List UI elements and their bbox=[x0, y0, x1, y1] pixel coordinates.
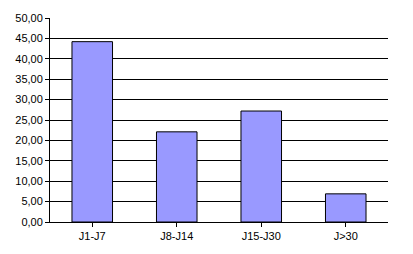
svg-text:35,00: 35,00 bbox=[15, 73, 43, 85]
svg-text:0,00: 0,00 bbox=[21, 216, 42, 228]
svg-text:45,00: 45,00 bbox=[15, 32, 43, 44]
svg-text:20,00: 20,00 bbox=[15, 134, 43, 146]
svg-text:15,00: 15,00 bbox=[15, 155, 43, 167]
svg-text:J15-J30: J15-J30 bbox=[242, 230, 281, 242]
svg-text:40,00: 40,00 bbox=[15, 53, 43, 65]
svg-text:25,00: 25,00 bbox=[15, 114, 43, 126]
svg-text:30,00: 30,00 bbox=[15, 93, 43, 105]
svg-text:J>30: J>30 bbox=[334, 230, 358, 242]
svg-text:50,00: 50,00 bbox=[15, 12, 43, 24]
svg-text:J1-J7: J1-J7 bbox=[79, 230, 106, 242]
svg-text:J8-J14: J8-J14 bbox=[160, 230, 193, 242]
svg-text:10,00: 10,00 bbox=[15, 175, 43, 187]
svg-text:5,00: 5,00 bbox=[21, 195, 42, 207]
